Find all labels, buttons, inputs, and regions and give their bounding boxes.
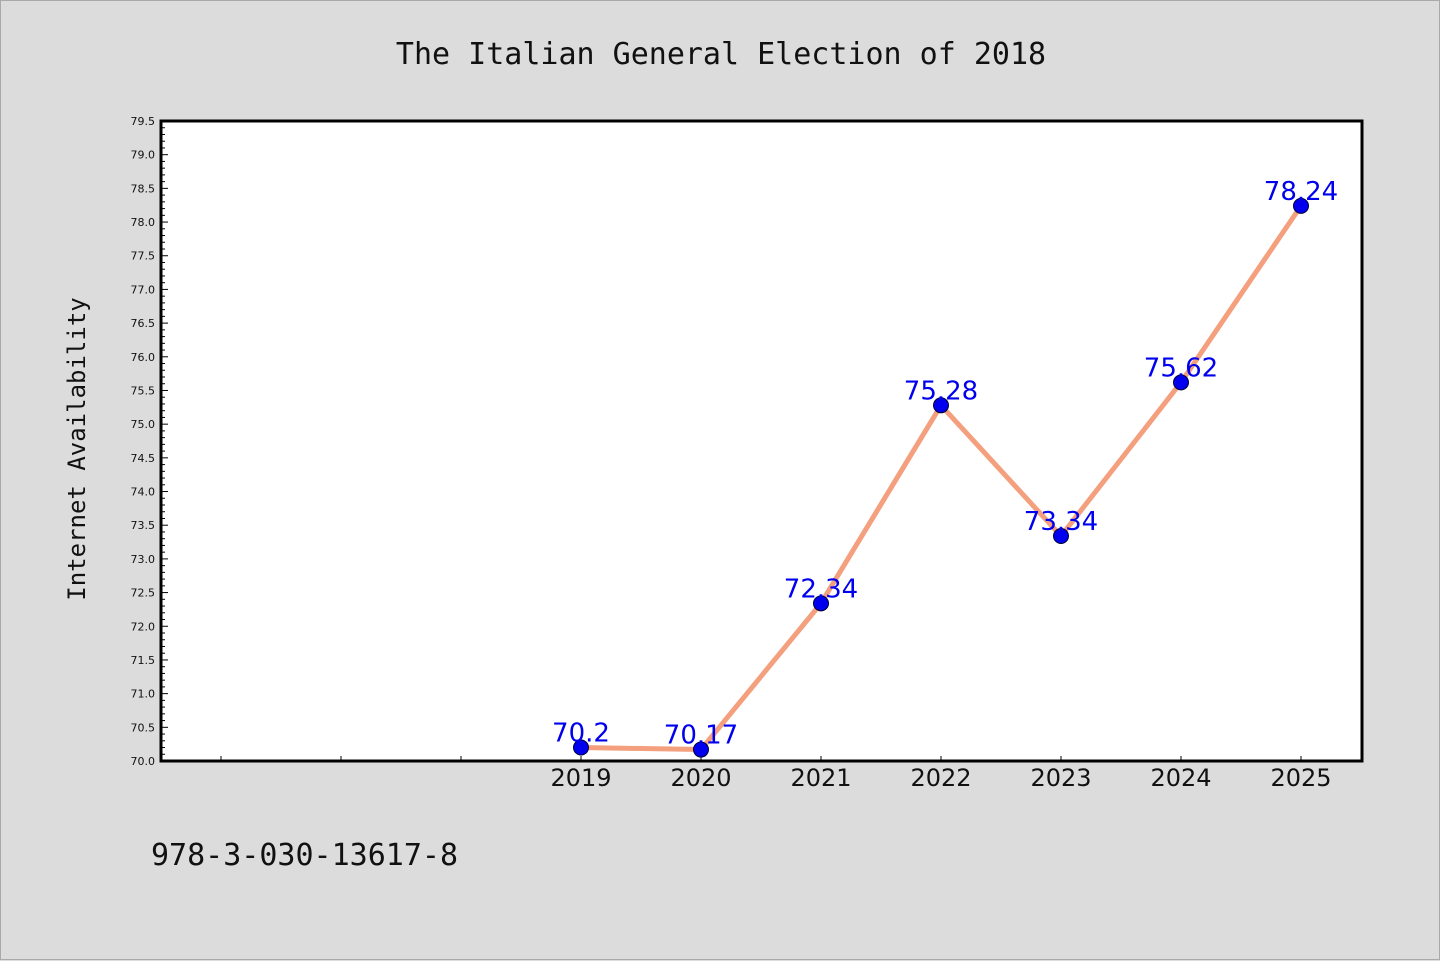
- x-tick-label: 2019: [550, 764, 611, 792]
- y-tick-label: 75.5: [131, 384, 156, 397]
- data-label: 73.34: [1024, 507, 1098, 537]
- y-axis-ticks: 70.0 70.5 71.0 71.5 72.0 72.5 73.0 73.5 74.0 74.5…: [131, 115, 168, 768]
- y-tick-label: 71.5: [131, 654, 156, 667]
- data-label: 70.17: [664, 721, 738, 751]
- x-axis-ticks: 2019 2020 2021 2022 2023 2024 2025: [220, 756, 1332, 792]
- data-point: [813, 595, 829, 612]
- plot-area: [159, 119, 1364, 763]
- data-label: 70.2: [552, 719, 610, 749]
- data-label: 78.24: [1264, 177, 1338, 207]
- chart-title: The Italian General Election of 2018: [396, 37, 1046, 72]
- data-point: [1293, 197, 1309, 214]
- y-axis-label: Internet Availability: [63, 297, 91, 600]
- x-tick-label: 2021: [790, 764, 851, 792]
- x-tick-label: 2025: [1270, 764, 1331, 792]
- y-tick-label: 77.5: [131, 250, 156, 263]
- y-tick-label: 75.0: [131, 418, 156, 431]
- y-tick-label: 73.5: [131, 519, 156, 532]
- data-point: [693, 741, 709, 758]
- y-tick-label: 72.0: [131, 620, 156, 633]
- y-tick-label: 70.0: [131, 755, 156, 768]
- y-tick-label: 73.0: [131, 553, 156, 566]
- y-tick-label: 79.0: [131, 149, 156, 162]
- y-tick-label: 78.5: [131, 182, 156, 195]
- footnote-isbn: 978-3-030-13617-8: [151, 838, 458, 873]
- data-label: 75.28: [904, 376, 978, 406]
- x-tick-label: 2024: [1150, 764, 1211, 792]
- data-point: [1173, 374, 1189, 391]
- x-tick-label: 2023: [1030, 764, 1091, 792]
- y-tick-label: 71.0: [131, 688, 156, 701]
- y-tick-label: 77.0: [131, 283, 156, 296]
- data-point: [1053, 527, 1069, 544]
- y-tick-label: 76.5: [131, 317, 156, 330]
- data-point: [573, 739, 589, 756]
- y-tick-label: 72.5: [131, 587, 156, 600]
- x-tick-label: 2022: [910, 764, 971, 792]
- y-tick-label: 76.0: [131, 351, 156, 364]
- data-point: [933, 397, 949, 414]
- y-tick-label: 74.5: [131, 452, 156, 465]
- series-layer: 70.2 70.17 72.34 75.28 73.34 75.62 78.24: [552, 177, 1338, 758]
- data-label: 75.62: [1144, 353, 1218, 383]
- y-tick-label: 79.5: [131, 115, 156, 128]
- data-label: 72.34: [784, 574, 858, 604]
- x-tick-label: 2020: [670, 764, 731, 792]
- y-tick-label: 78.0: [131, 216, 156, 229]
- y-tick-label: 70.5: [131, 721, 156, 734]
- y-tick-label: 74.0: [131, 486, 156, 499]
